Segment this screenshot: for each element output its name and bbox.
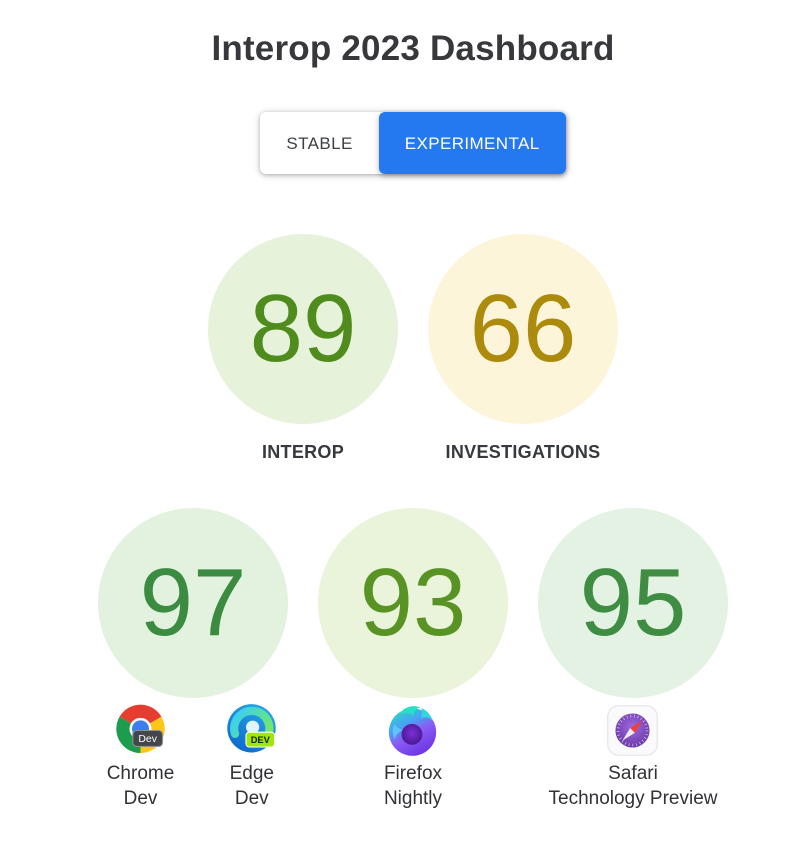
interop-score-card: 89 INTEROP [208, 234, 398, 463]
browser-edge-dev: DEV Edge Dev [224, 703, 279, 811]
chromium-score-card: 97 Dev Chrome De [98, 508, 288, 811]
edge-dev-badge: DEV [251, 735, 271, 745]
firefox-score-circle: 93 [318, 508, 508, 698]
interop-score-label: INTEROP [261, 442, 345, 462]
browser-label-edge-dev: Edge Dev [229, 763, 274, 809]
browser-firefox-nightly: Firefox Nightly [384, 703, 442, 811]
toggle-experimental-button[interactable]: EXPERIMENTAL [378, 112, 566, 174]
browser-label-chrome-dev: Chrome Dev [106, 763, 175, 809]
chrome-dev-badge: Dev [138, 734, 157, 745]
interop-score-circle: 89 [208, 234, 398, 424]
investigations-score-label: INVESTIGATIONS [445, 442, 601, 462]
browser-label-safari-tp: Safari Technology Preview [548, 763, 718, 809]
interop-score-value: 89 [249, 275, 357, 382]
browser-label-firefox-nightly: Firefox Nightly [383, 763, 443, 809]
firefox-score-card: 93 [318, 508, 508, 811]
chromium-score-circle: 97 [98, 508, 288, 698]
safari-browsers: Safari Technology Preview [548, 703, 718, 811]
browser-chrome-dev: Dev Chrome Dev [106, 703, 175, 811]
toggle-stable-button[interactable]: STABLE [260, 115, 379, 171]
safari-score-card: 95 [538, 508, 728, 811]
edge-dev-icon: DEV [227, 704, 276, 753]
channel-toggle-wrap: STABLE EXPERIMENTAL [26, 112, 800, 174]
firefox-score-value: 93 [359, 549, 467, 656]
safari-score-value: 95 [579, 549, 687, 656]
chromium-browsers: Dev Chrome Dev [107, 703, 280, 811]
firefox-browsers: Firefox Nightly [384, 703, 442, 811]
chromium-score-value: 97 [139, 549, 247, 656]
browser-scores-row: 97 Dev Chrome De [26, 508, 800, 811]
chrome-dev-icon: Dev [116, 704, 165, 754]
summary-scores-row: 89 INTEROP 66 INVESTIGATIONS [26, 234, 800, 463]
safari-score-circle: 95 [538, 508, 728, 698]
investigations-score-circle: 66 [428, 234, 618, 424]
interop-dashboard: Interop 2023 Dashboard STABLE EXPERIMENT… [0, 28, 800, 811]
investigations-score-card: 66 INVESTIGATIONS [428, 234, 618, 463]
browser-safari-tp: Safari Technology Preview [548, 703, 718, 811]
firefox-nightly-icon [389, 706, 437, 756]
channel-toggle-group: STABLE EXPERIMENTAL [260, 112, 566, 174]
investigations-score-value: 66 [469, 275, 577, 382]
page-title: Interop 2023 Dashboard [211, 29, 615, 68]
safari-technology-preview-icon [607, 705, 659, 756]
